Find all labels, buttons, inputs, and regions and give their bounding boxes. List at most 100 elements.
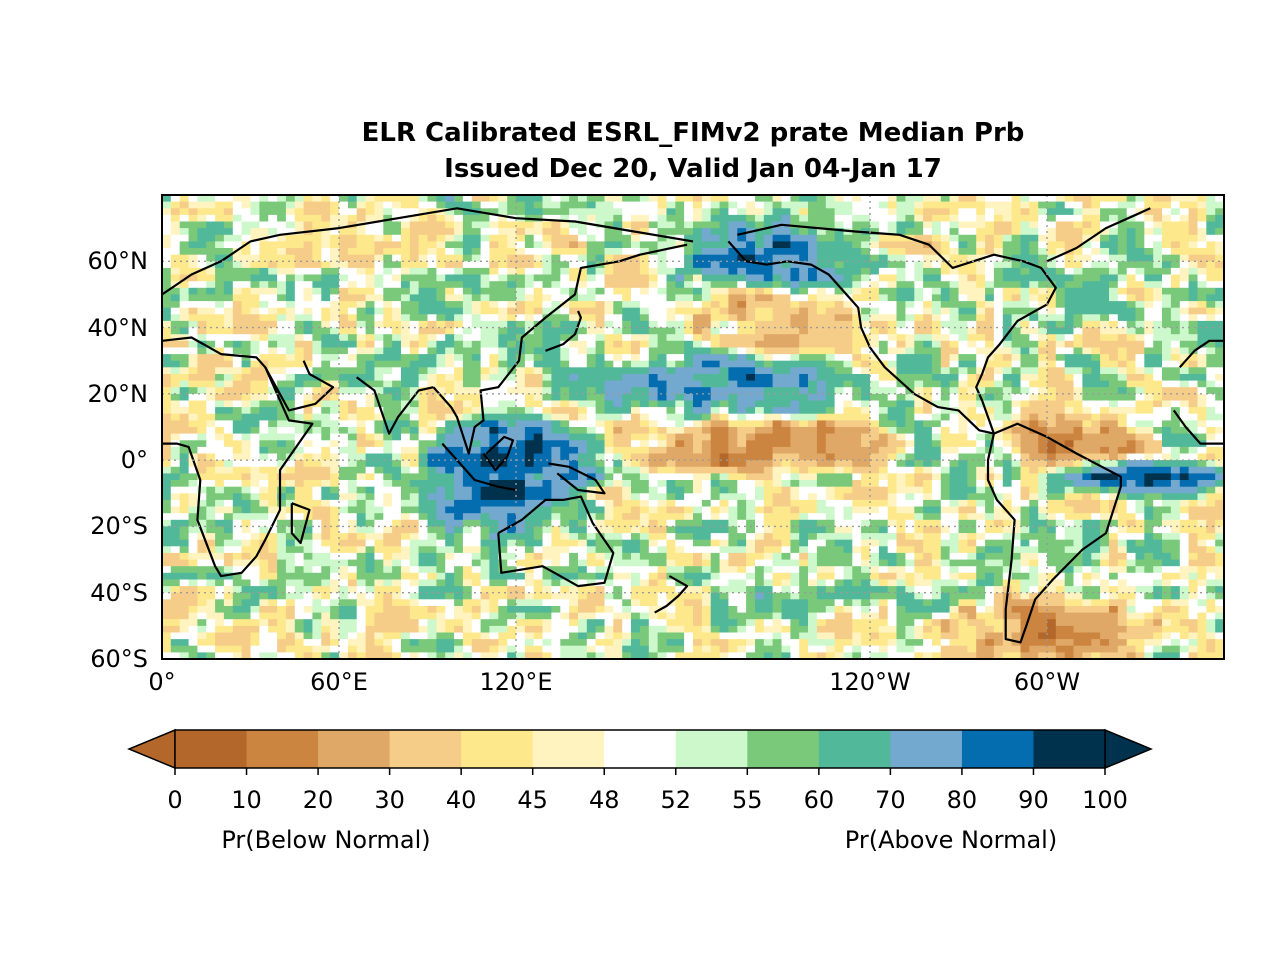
field-cell: [1091, 327, 1101, 335]
field-cell: [330, 248, 340, 256]
field-cell: [870, 301, 880, 309]
field-cell: [985, 427, 995, 435]
field-cell: [1055, 334, 1066, 342]
field-cell: [834, 374, 845, 382]
field-cell: [976, 440, 986, 448]
field-cell: [914, 433, 924, 441]
field-cell: [321, 446, 331, 455]
field-cell: [1170, 261, 1181, 269]
field-cell: [843, 446, 853, 455]
field-cell: [188, 420, 198, 428]
field-cell: [604, 214, 614, 223]
field-cell: [241, 400, 252, 408]
field-cell: [887, 261, 898, 269]
field-cell: [949, 334, 960, 342]
field-cell: [710, 327, 721, 335]
field-cell: [1144, 314, 1154, 322]
field-cell: [905, 214, 915, 223]
field-cell: [268, 195, 278, 203]
field-cell: [259, 267, 269, 276]
field-cell: [489, 334, 499, 342]
field-cell: [1029, 453, 1039, 461]
field-cell: [834, 347, 845, 355]
field-cell: [595, 446, 606, 455]
field-cell: [383, 446, 393, 455]
field-cell: [808, 354, 818, 362]
field-cell: [861, 374, 871, 382]
field-cell: [524, 453, 535, 461]
field-cell: [808, 420, 818, 428]
field-cell: [489, 314, 499, 322]
field-cell: [923, 201, 933, 209]
field-cell: [675, 460, 685, 468]
field-cell: [1064, 228, 1075, 236]
field-cell: [498, 360, 508, 368]
field-cell: [1029, 354, 1039, 362]
field-cell: [560, 254, 570, 262]
field-cell: [418, 201, 429, 209]
field-cell: [931, 254, 942, 262]
field-cell: [277, 374, 287, 382]
field-cell: [1215, 208, 1224, 216]
field-cell: [578, 234, 588, 242]
field-cell: [365, 400, 375, 408]
field-cell: [409, 307, 420, 315]
field-cell: [728, 274, 738, 282]
field-cell: [480, 261, 491, 269]
field-cell: [870, 420, 880, 428]
field-cell: [1109, 201, 1119, 209]
field-cell: [772, 427, 783, 435]
field-cell: [967, 281, 977, 289]
field-cell: [604, 261, 614, 269]
field-cell: [1002, 320, 1013, 329]
field-cell: [188, 440, 198, 448]
field-cell: [763, 228, 774, 236]
field-cell: [1011, 221, 1022, 229]
field-cell: [781, 334, 791, 342]
field-cell: [790, 433, 800, 441]
field-cell: [728, 307, 738, 315]
field-cell: [471, 340, 482, 348]
field-cell: [985, 387, 995, 395]
field-cell: [409, 367, 420, 375]
field-cell: [321, 354, 331, 362]
field-cell: [905, 301, 915, 309]
field-cell: [1002, 420, 1013, 428]
field-cell: [241, 234, 252, 242]
field-cell: [657, 347, 668, 355]
field-cell: [569, 195, 579, 203]
field-cell: [383, 440, 393, 448]
field-cell: [551, 320, 561, 329]
field-cell: [1082, 201, 1092, 209]
field-cell: [445, 254, 455, 262]
field-cell: [1144, 248, 1154, 256]
field-cell: [1091, 360, 1101, 368]
field-cell: [1117, 234, 1128, 242]
field-cell: [569, 294, 579, 302]
field-cell: [206, 393, 216, 402]
field-cell: [1047, 301, 1057, 309]
field-cell: [993, 347, 1004, 355]
field-cell: [675, 347, 685, 355]
field-cell: [1197, 234, 1207, 242]
field-cell: [675, 228, 685, 236]
field-cell: [923, 294, 933, 302]
field-cell: [834, 261, 845, 269]
field-cell: [516, 287, 526, 295]
field-cell: [489, 228, 499, 236]
field-cell: [516, 466, 526, 474]
field-cell: [710, 241, 721, 249]
field-cell: [241, 294, 252, 302]
field-cell: [232, 427, 243, 435]
field-cell: [931, 208, 942, 216]
field-cell: [427, 400, 437, 408]
field-cell: [808, 427, 818, 435]
field-cell: [1188, 201, 1199, 209]
field-cell: [719, 440, 729, 448]
field-cell: [719, 420, 729, 428]
field-cell: [259, 393, 269, 402]
field-cell: [188, 301, 198, 309]
field-cell: [312, 413, 322, 421]
field-cell: [507, 334, 517, 342]
field-cell: [524, 314, 535, 322]
